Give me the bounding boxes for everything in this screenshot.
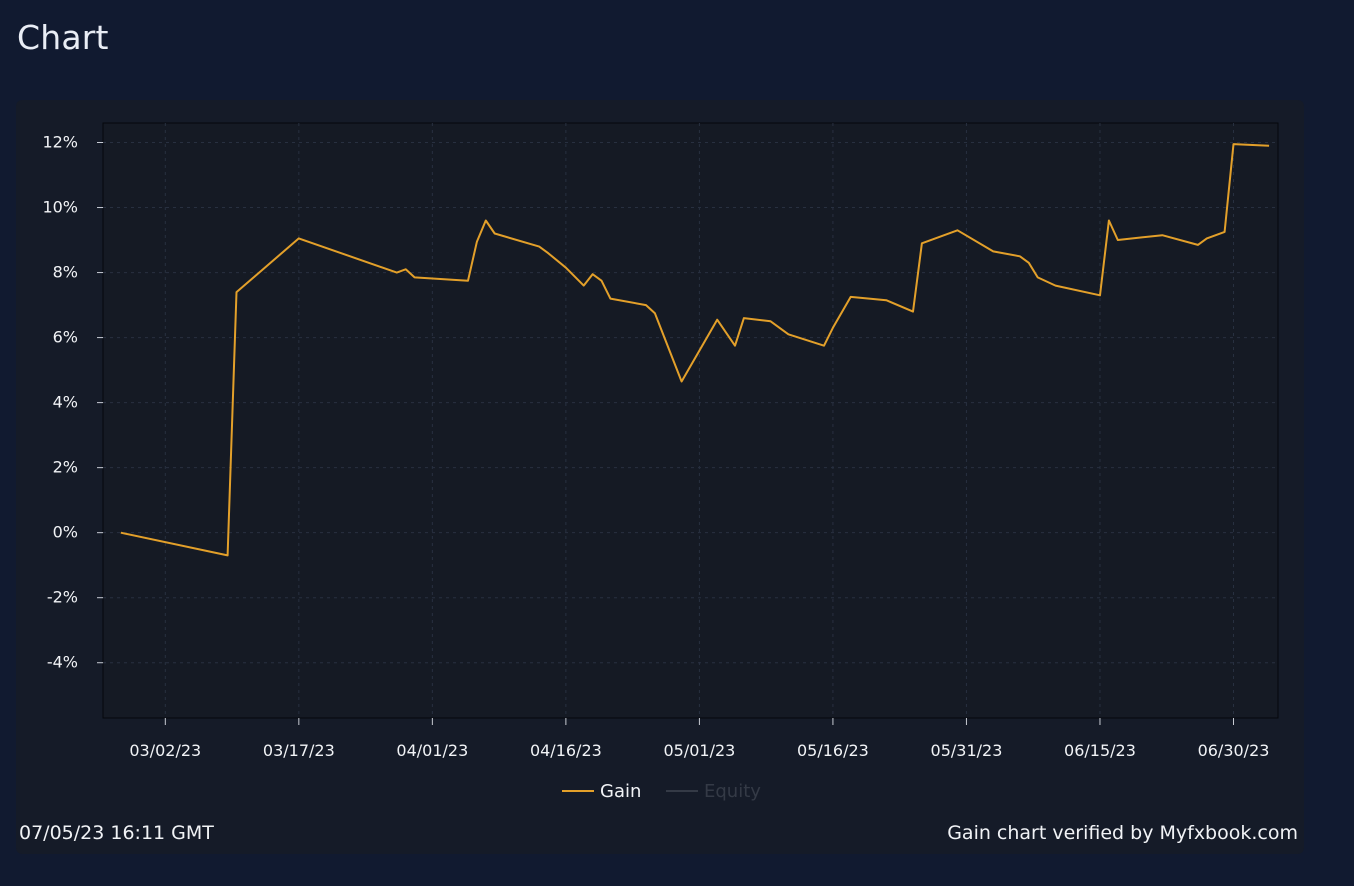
x-tick-label: 03/02/23 [129, 741, 201, 760]
x-tick-label: 05/01/23 [663, 741, 735, 760]
y-tick-label: 10% [42, 198, 78, 217]
legend-item-equity[interactable]: Equity [666, 781, 761, 802]
chart-axes: 12% 10% 8% 6% 4% 2% 0% -2% -4% 03/02/23 03/17/23 04… [42, 133, 1269, 760]
y-tick-label: -2% [47, 588, 78, 607]
y-tick-label: 2% [53, 458, 78, 477]
x-tick-label: 05/16/23 [797, 741, 869, 760]
y-tick-label: 12% [42, 133, 78, 152]
chart-series [120, 143, 1270, 557]
y-tick-label: 8% [53, 263, 78, 282]
chart-timestamp: 07/05/23 16:11 GMT [19, 822, 214, 844]
y-tick-label: 6% [53, 328, 78, 347]
x-tick-label: 04/01/23 [396, 741, 468, 760]
legend-label: Gain [600, 781, 641, 802]
legend-label: Equity [704, 781, 761, 802]
y-tick-label: 4% [53, 393, 78, 412]
verified-by-label: Gain chart verified by Myfxbook.com [947, 822, 1298, 844]
x-tick-label: 06/15/23 [1064, 741, 1136, 760]
legend-item-gain[interactable]: Gain [562, 781, 641, 802]
series-line-gain [120, 143, 1270, 557]
chart-grid [103, 123, 1278, 718]
plot-area [102, 122, 1279, 719]
x-tick-label: 04/16/23 [530, 741, 602, 760]
gain-chart: 12% 10% 8% 6% 4% 2% 0% -2% -4% 03/02/23 03/17/23 04… [42, 122, 1279, 802]
chart-legend[interactable]: Gain Equity [562, 781, 761, 802]
x-tick-label: 05/31/23 [931, 741, 1003, 760]
gain-chart-card: 12% 10% 8% 6% 4% 2% 0% -2% -4% 03/02/23 03/17/23 04… [16, 100, 1304, 854]
x-tick-label: 03/17/23 [263, 741, 335, 760]
y-tick-label: 0% [53, 523, 78, 542]
x-tick-label: 06/30/23 [1198, 741, 1270, 760]
page-title: Chart [17, 18, 109, 57]
y-tick-label: -4% [47, 653, 78, 672]
